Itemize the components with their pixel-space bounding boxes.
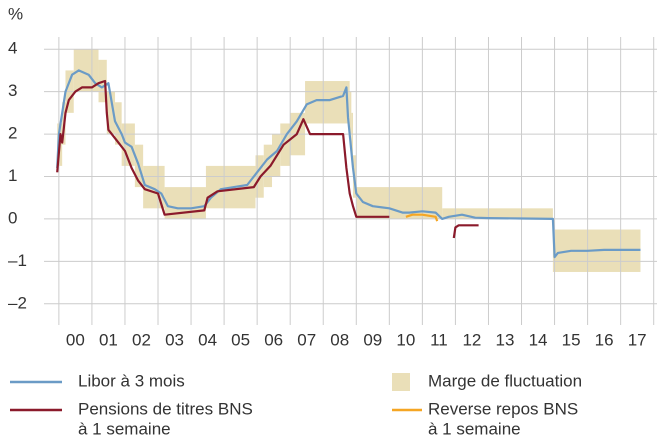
x-tick-label: 15 (562, 330, 581, 349)
x-tick-label: 03 (165, 330, 184, 349)
x-tick-label: 08 (330, 330, 349, 349)
x-tick-label: 14 (529, 330, 548, 349)
legend-label: Libor à 3 mois (78, 371, 185, 390)
y-tick-label: 0 (8, 208, 17, 227)
legend-label: Reverse repos BNS (428, 399, 578, 418)
x-tick-label: 05 (231, 330, 250, 349)
x-tick-label: 11 (430, 330, 448, 349)
x-tick-label: 09 (363, 330, 382, 349)
x-tick-label: 12 (462, 330, 481, 349)
y-tick-label: –1 (8, 251, 27, 270)
fluctuation-band (442, 208, 553, 219)
fluctuation-band (349, 91, 352, 135)
y-tick-label: 1 (8, 166, 17, 185)
x-tick-label: 07 (297, 330, 316, 349)
x-tick-label: 06 (264, 330, 283, 349)
series-line (56, 79, 390, 218)
x-tick-label: 04 (198, 330, 217, 349)
fluctuation-band (106, 91, 116, 135)
series-line (56, 69, 641, 259)
y-tick-label: 3 (8, 81, 17, 100)
x-tick-label: 02 (132, 330, 151, 349)
x-tick-label: 13 (496, 330, 515, 349)
fluctuation-band (356, 187, 443, 219)
x-tick-label: 17 (628, 330, 647, 349)
x-tick-label: 00 (66, 330, 85, 349)
x-tick-label: 01 (99, 330, 118, 349)
fluctuation-band (263, 144, 273, 188)
y-tick-label: 4 (8, 39, 17, 58)
legend-label: Pensions de titres BNS (78, 399, 253, 418)
y-tick-label: –2 (8, 293, 27, 312)
legend-swatch (392, 373, 410, 391)
y-tick-label: 2 (8, 124, 17, 143)
legend-label: Marge de fluctuation (428, 371, 582, 390)
y-axis-label: % (8, 4, 23, 23)
fluctuation-band (115, 102, 122, 145)
series-line (452, 224, 479, 239)
x-tick-label: 16 (595, 330, 614, 349)
x-tick-label: 10 (396, 330, 415, 349)
legend-label: à 1 semaine (428, 419, 521, 438)
series-line (405, 213, 439, 222)
legend-label: à 1 semaine (78, 419, 171, 438)
